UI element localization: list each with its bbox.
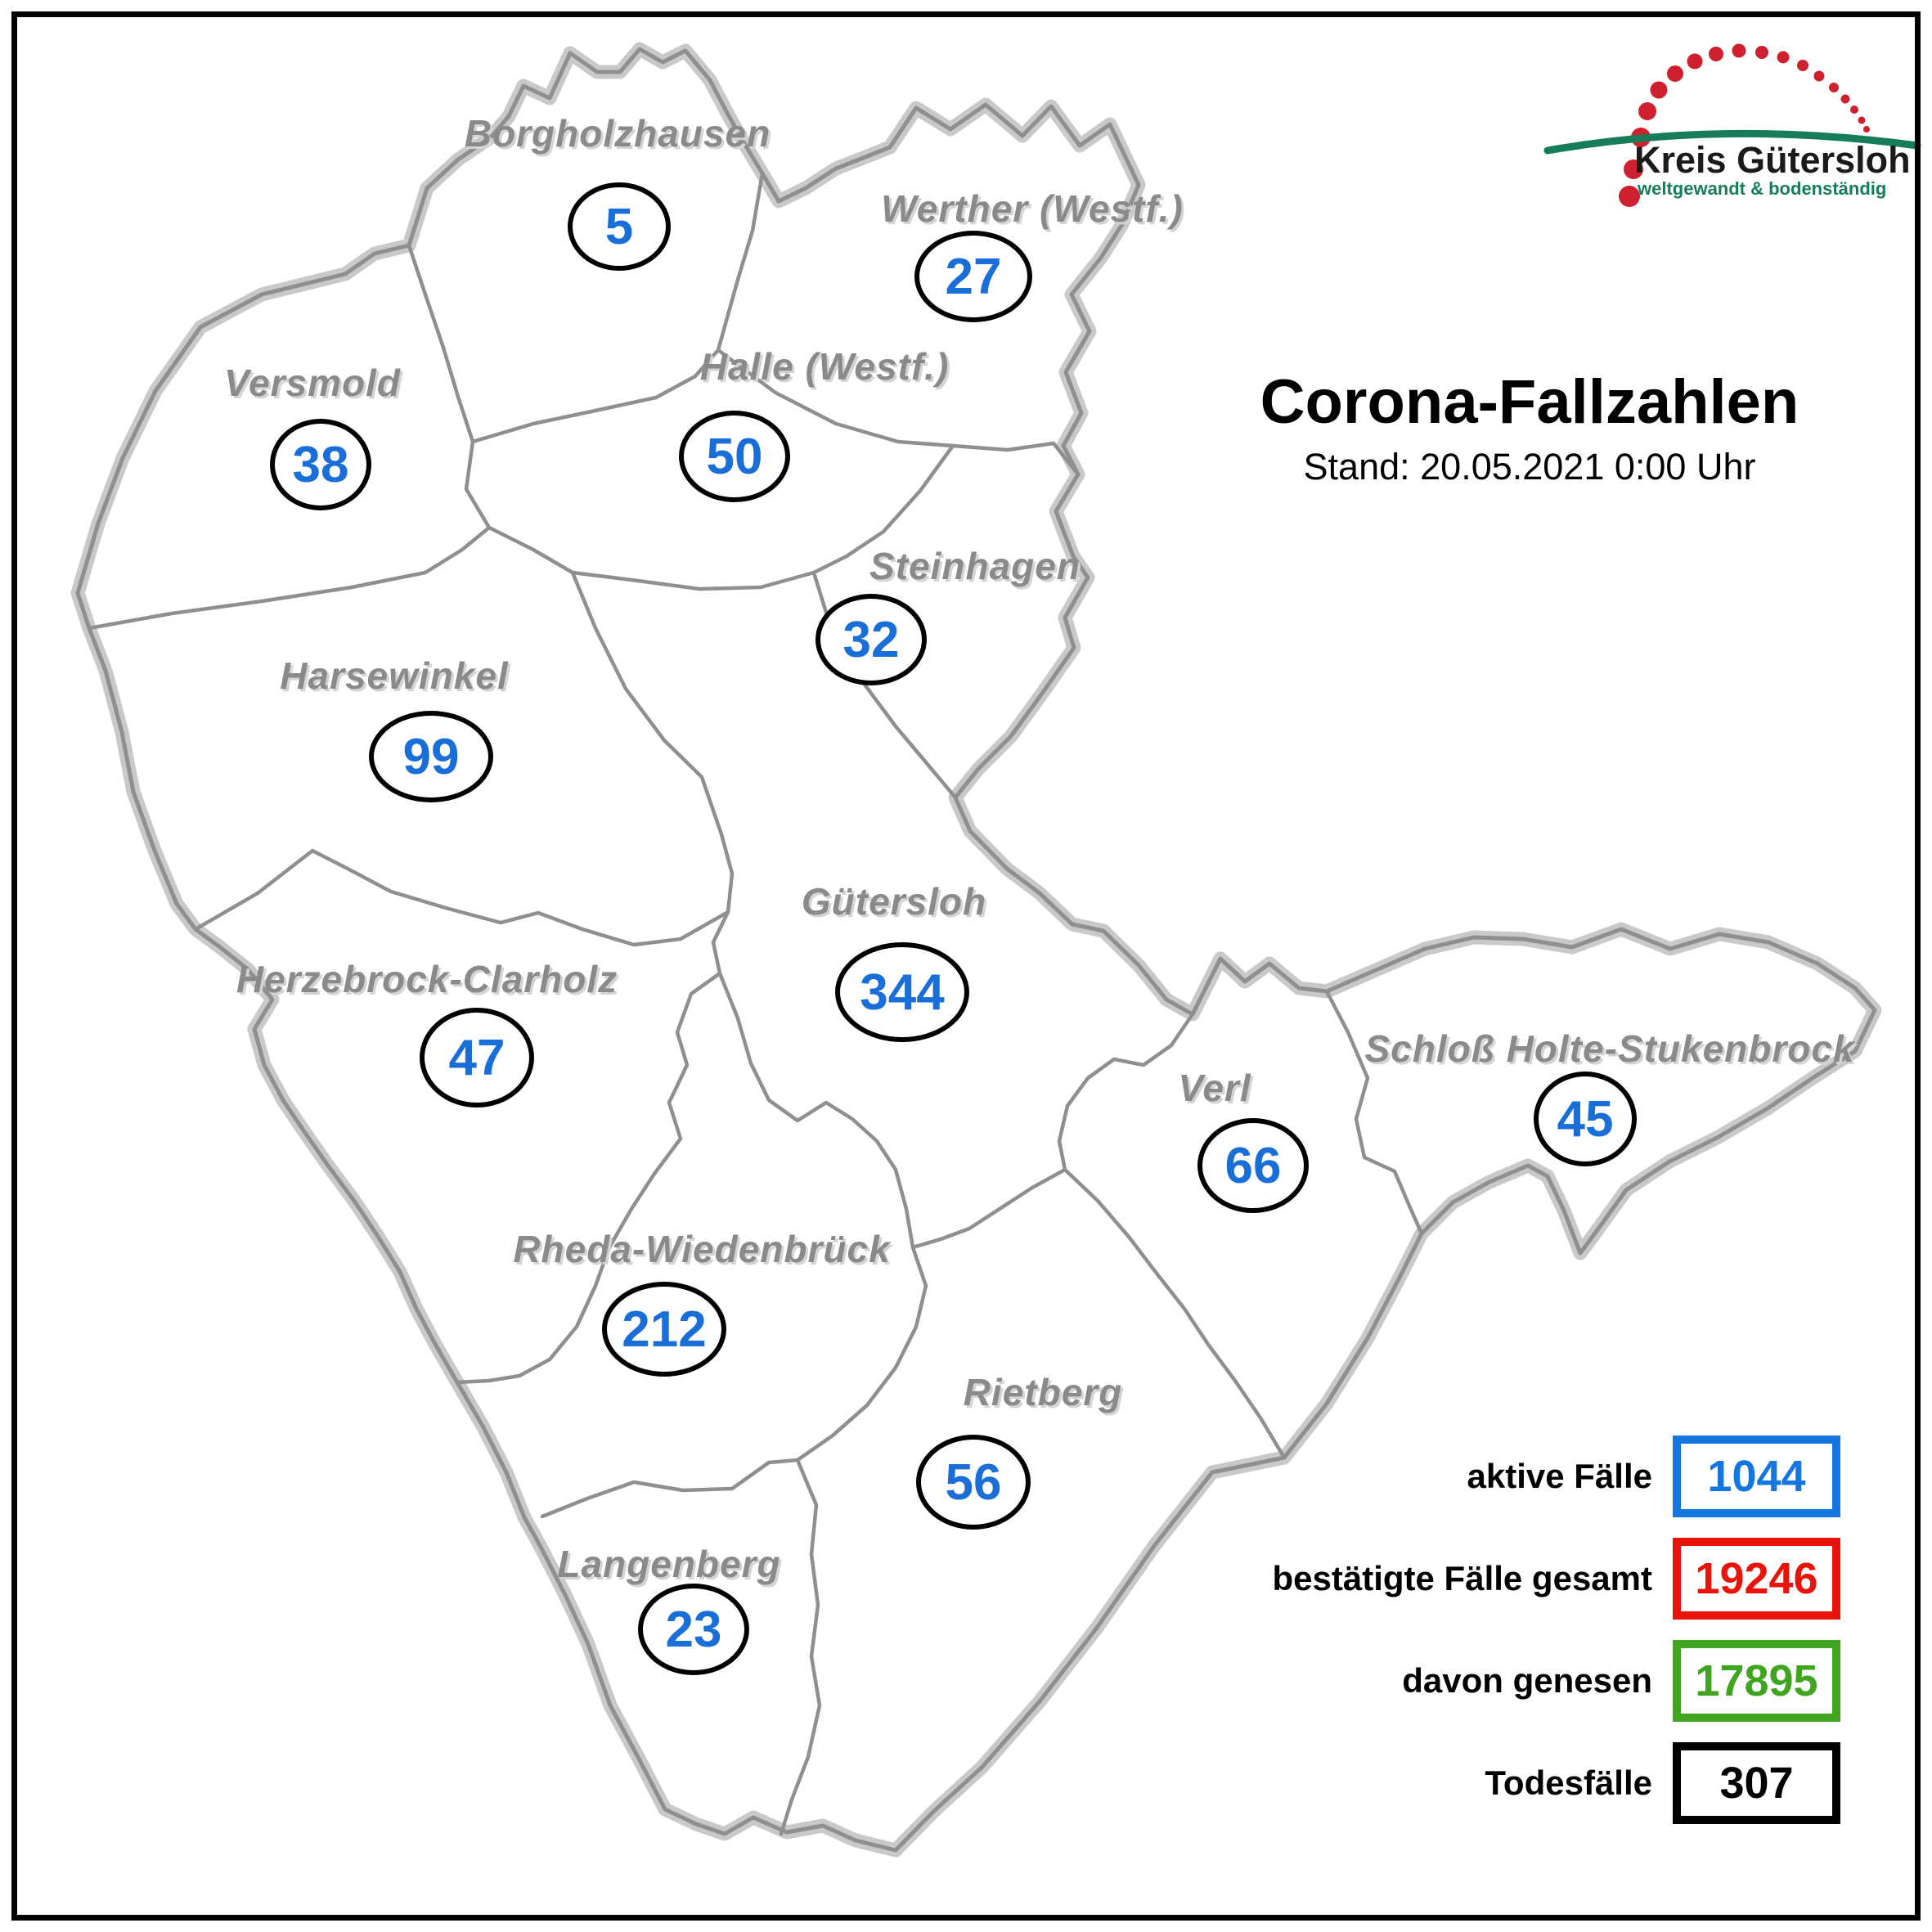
region-label: Steinhagen <box>869 545 1081 587</box>
district-outline <box>75 47 1877 1853</box>
region-label: Halle (Westf.) <box>699 345 950 388</box>
page-subtitle: Stand: 20.05.2021 0:00 Uhr <box>1303 446 1756 487</box>
region-case-badge: 5 <box>568 182 671 271</box>
legend-value-box: 17895 <box>1673 1640 1840 1722</box>
region-label: Gütersloh <box>801 880 987 923</box>
region-label: Herzebrock-Clarholz <box>236 958 618 1000</box>
region-label: Werther (Westf.) <box>881 187 1184 230</box>
region-case-badge: 66 <box>1197 1118 1309 1213</box>
legend-value-box: 307 <box>1673 1742 1840 1824</box>
region-label: Harsewinkel <box>280 654 509 697</box>
legend-value-box: 1044 <box>1673 1436 1840 1517</box>
region-case-badge: 32 <box>815 594 927 685</box>
municipal-boundaries <box>87 171 1424 1836</box>
legend-label: aktive Fälle <box>1467 1457 1652 1495</box>
region-case-badge: 344 <box>835 942 969 1042</box>
logo-dot-arc-icon <box>1619 43 1870 207</box>
title-block: Corona-Fallzahlen Stand: 20.05.2021 0:00… <box>1145 366 1914 488</box>
kreis-guetersloh-logo: Kreis Gütersloh weltgewandt & bodenständ… <box>1538 41 1922 221</box>
region-case-badge: 56 <box>916 1435 1031 1530</box>
logo-swoosh-icon <box>1543 129 1921 155</box>
legend-value-box: 19246 <box>1673 1538 1840 1620</box>
page-title: Corona-Fallzahlen <box>1260 367 1799 437</box>
region-label: Langenberg <box>557 1543 781 1585</box>
region-case-badge: 45 <box>1534 1072 1637 1166</box>
logo-tagline: weltgewandt & bodenständig <box>1638 178 1887 199</box>
region-label: Schloß Holte-Stukenbrock <box>1364 1027 1855 1070</box>
region-case-badge: 27 <box>914 231 1032 322</box>
region-label: Rietberg <box>963 1371 1123 1413</box>
region-label: Versmold <box>224 362 401 404</box>
logo-graphic <box>1543 43 1921 207</box>
legend-label: bestätigte Fälle gesamt <box>1272 1559 1652 1597</box>
logo-name: Kreis Gütersloh <box>1634 139 1911 181</box>
region-case-badge: 50 <box>679 411 790 502</box>
region-label: Borgholzhausen <box>464 112 771 155</box>
region-case-badge: 23 <box>638 1584 749 1675</box>
region-label: Verl <box>1178 1067 1251 1109</box>
region-case-badge: 212 <box>602 1282 726 1377</box>
region-case-badge: 38 <box>270 419 371 510</box>
region-label: Rheda-Wiedenbrück <box>513 1228 891 1270</box>
legend-label: Todesfälle <box>1485 1764 1652 1802</box>
region-case-badge: 47 <box>420 1008 534 1108</box>
region-case-badge: 99 <box>369 711 493 802</box>
legend-label: davon genesen <box>1402 1661 1652 1700</box>
